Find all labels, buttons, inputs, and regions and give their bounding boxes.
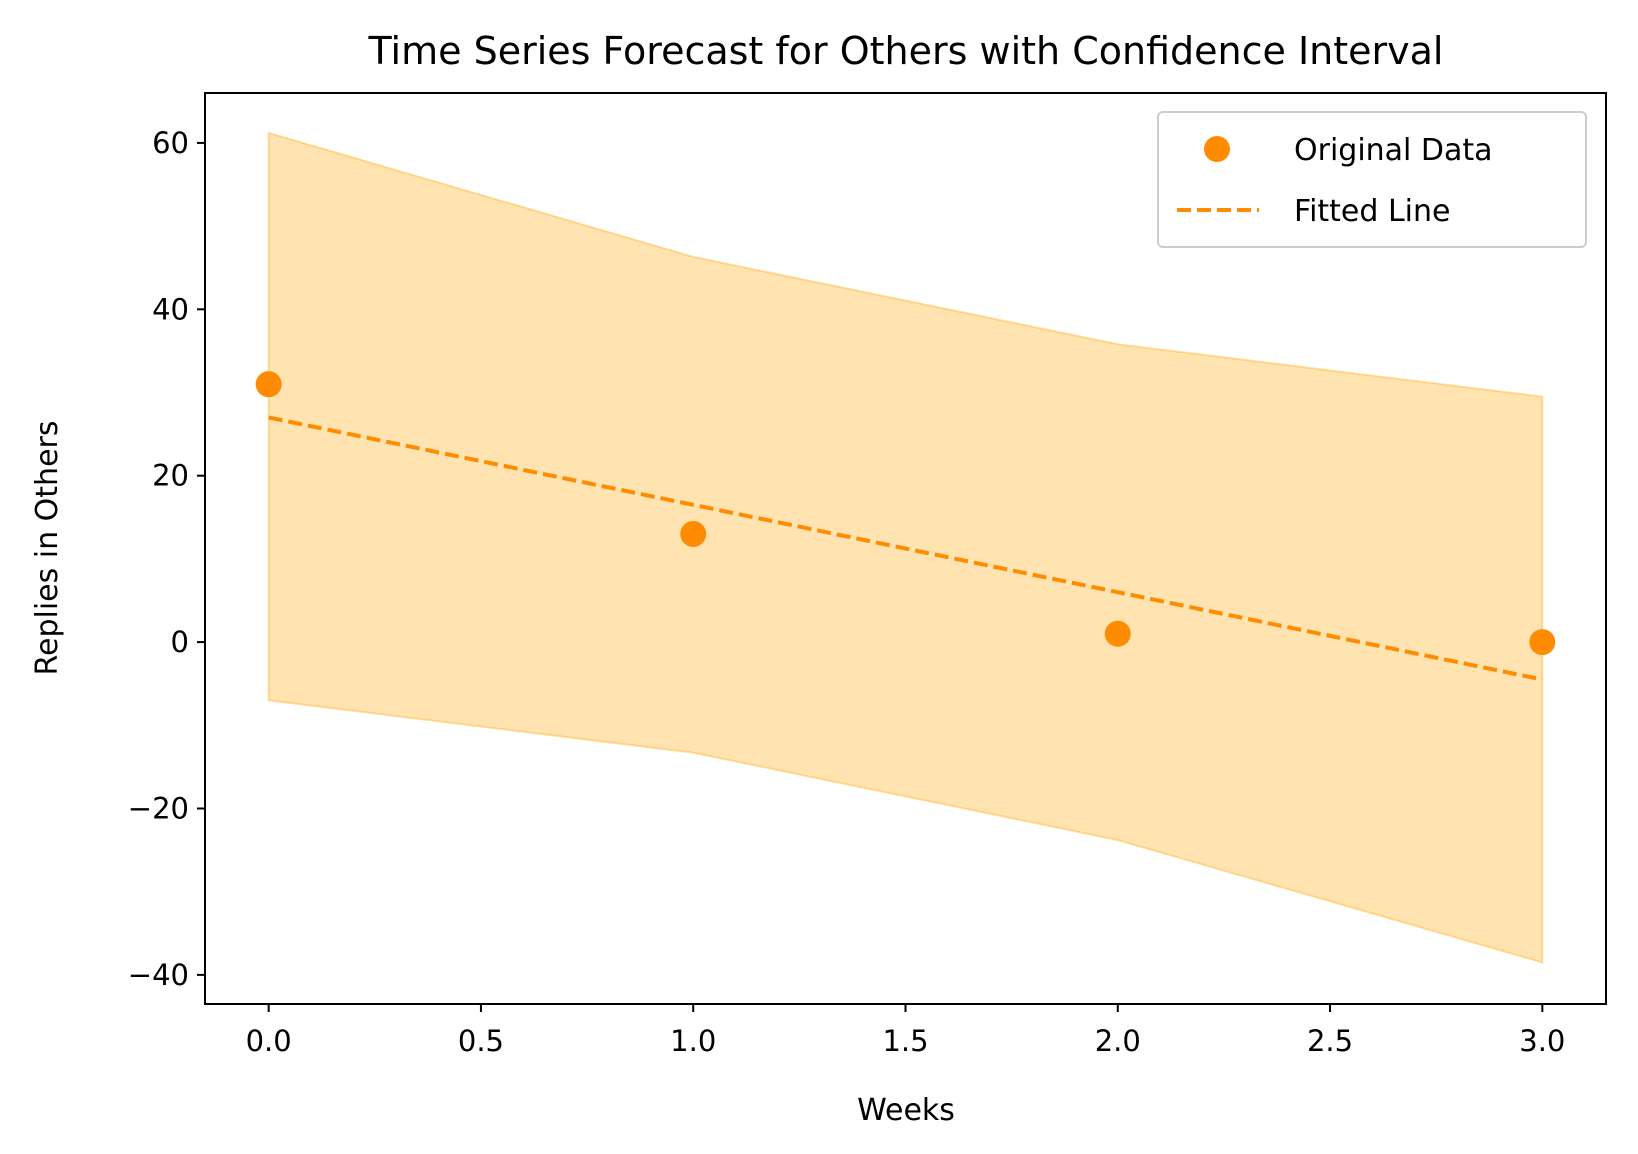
legend-marker-original-data — [1204, 136, 1230, 162]
legend-box — [1157, 111, 1587, 248]
y-tick-label: −40 — [128, 958, 189, 992]
chart-title: Time Series Forecast for Others with Con… — [368, 29, 1444, 73]
x-axis-label: Weeks — [857, 1093, 955, 1128]
data-point — [1104, 620, 1131, 647]
x-tick-label: 1.5 — [882, 1024, 928, 1058]
y-tick-label: 40 — [152, 292, 189, 326]
legend-label-original-data: Original Data — [1294, 133, 1493, 168]
y-tick-label: 60 — [152, 126, 189, 160]
x-tick-label: 1.0 — [670, 1024, 716, 1058]
data-point — [680, 520, 707, 547]
legend: Original Data Fitted Line — [1157, 111, 1587, 248]
fitted-line-layer — [268, 415, 1543, 682]
x-axis-ticks: 0.0 0.5 1.0 1.5 2.0 2.5 3.0 — [246, 1004, 1565, 1058]
x-tick-label: 2.5 — [1307, 1024, 1353, 1058]
x-tick-label: 0.5 — [458, 1024, 504, 1058]
data-points-layer — [255, 371, 1556, 656]
y-axis-label: Replies in Others — [30, 421, 65, 676]
fitted-line — [268, 415, 1543, 682]
legend-label-fitted-line: Fitted Line — [1294, 194, 1451, 229]
data-point — [255, 371, 282, 398]
x-tick-label: 0.0 — [246, 1024, 292, 1058]
data-point — [1529, 629, 1556, 656]
y-tick-label: 0 — [171, 625, 189, 659]
y-tick-label: 20 — [152, 459, 189, 493]
x-tick-label: 3.0 — [1519, 1024, 1565, 1058]
y-axis-ticks: −40 −20 0 20 40 60 — [128, 126, 205, 992]
x-tick-label: 2.0 — [1095, 1024, 1141, 1058]
y-tick-label: −20 — [128, 791, 189, 825]
